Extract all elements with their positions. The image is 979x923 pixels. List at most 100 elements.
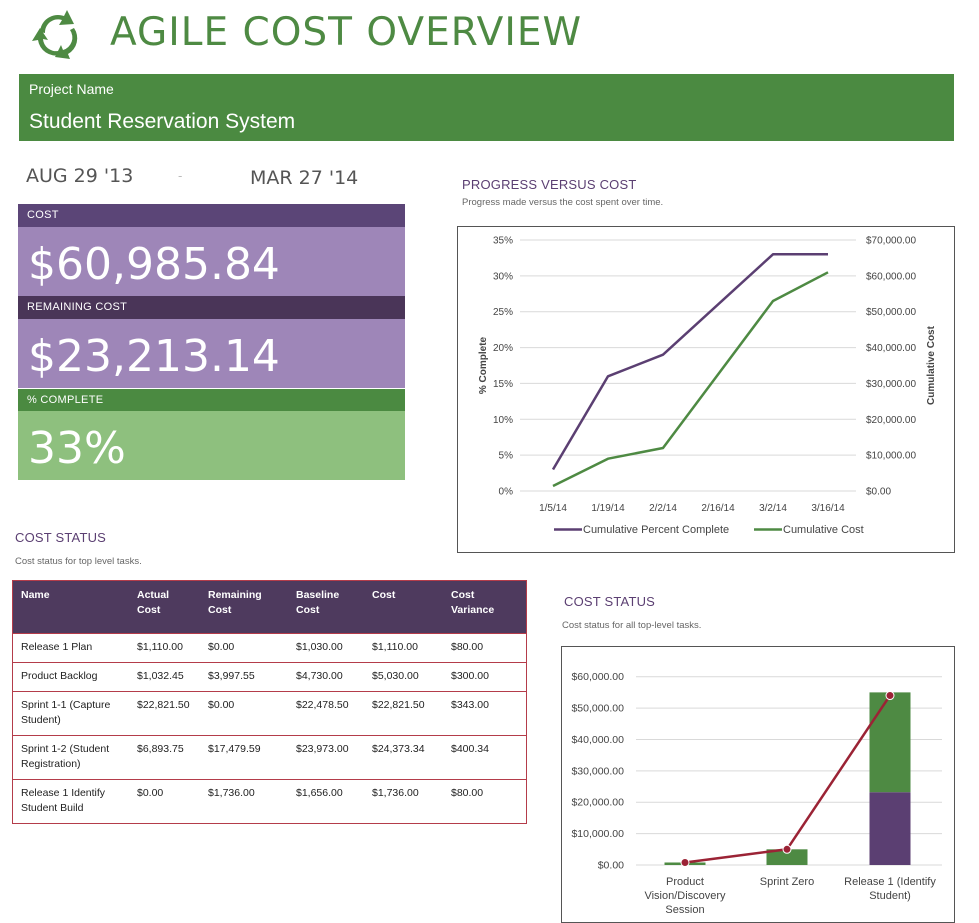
table-cell: $6,893.75 <box>129 735 200 780</box>
x-tick-label: 3/16/14 <box>811 503 845 514</box>
date-separator: - <box>178 168 183 183</box>
y-tick-label: 35% <box>493 236 513 247</box>
project-banner: Project Name Student Reservation System <box>19 74 954 141</box>
table-cell: Sprint 1-1 (Capture Student) <box>12 691 129 736</box>
x-tick-label: 3/2/14 <box>759 503 787 514</box>
cost-status-chart-frame: $0.00 $10,000.00 $20,000.00 $30,000.00 $40,0… <box>561 646 955 923</box>
x-category-label-line: Session <box>665 904 704 915</box>
column-header-name: Name <box>12 580 129 634</box>
recycle-arrows-icon <box>32 10 78 59</box>
y2-tick-label: $20,000.00 <box>866 415 916 426</box>
y-tick-label: 30% <box>493 271 513 282</box>
column-header-cost-variance: Cost Variance <box>443 580 527 634</box>
progress-chart-subtitle: Progress made versus the cost spent over… <box>462 197 664 208</box>
cost-status-table-subtitle: Cost status for top level tasks. <box>15 556 142 567</box>
table-cell: $0.00 <box>200 691 288 736</box>
table-cell: $0.00 <box>200 633 288 663</box>
y-tick-label: $20,000.00 <box>571 797 624 809</box>
end-date: MAR 27 '14 <box>250 167 359 189</box>
y-tick-label: $0.00 <box>598 860 624 872</box>
y-tick-label: $40,000.00 <box>571 734 624 746</box>
y-tick-label: $30,000.00 <box>571 765 624 777</box>
cost-status-table-title: COST STATUS <box>15 530 107 545</box>
x-category-label-line: Vision/Discovery <box>644 890 726 902</box>
progress-chart-title: PROGRESS VERSUS COST <box>462 177 637 192</box>
cost-status-bar-chart: $0.00 $10,000.00 $20,000.00 $30,000.00 $40,0… <box>571 671 942 916</box>
y-tick-label: 20% <box>493 343 513 354</box>
x-category-label-line: Sprint Zero <box>760 876 814 888</box>
column-header-remaining-cost: Remaining Cost <box>200 580 288 634</box>
y2-tick-label: $30,000.00 <box>866 379 916 390</box>
bar <box>766 849 808 865</box>
y-tick-label: $10,000.00 <box>571 828 624 840</box>
y2-tick-label: $60,000.00 <box>866 271 916 282</box>
y-tick-label: $50,000.00 <box>571 703 624 715</box>
remaining-cost-kpi-label: REMAINING COST <box>18 296 405 319</box>
y-axis-label: % Complete <box>478 336 489 394</box>
table-row: Sprint 1-2 (Student Registration) $6,893.… <box>12 735 527 780</box>
table-cell: $1,736.00 <box>200 779 288 824</box>
percent-complete-kpi-value: 33% <box>18 411 405 480</box>
table-cell: $1,736.00 <box>364 779 443 824</box>
y2-tick-label: $10,000.00 <box>866 451 916 462</box>
table-cell: $343.00 <box>443 691 527 736</box>
x-tick-label: 2/2/14 <box>649 503 677 514</box>
x-category-label: Release 1 (Identify Student) <box>844 876 936 902</box>
table-header-row: Name Actual Cost Remaining Cost Baseline… <box>12 580 527 634</box>
y2-tick-label: $40,000.00 <box>866 343 916 354</box>
legend-label: Cumulative Cost <box>783 524 864 536</box>
table-cell: $0.00 <box>129 779 200 824</box>
series-line <box>551 253 828 471</box>
table-row: Product Backlog $1,032.45 $3,997.55 $4,730.… <box>12 662 527 692</box>
x-category-label-line: Release 1 (Identify <box>844 876 936 888</box>
y-tick-label: 5% <box>499 451 514 462</box>
table-cell: $300.00 <box>443 662 527 692</box>
table-cell: $5,030.00 <box>364 662 443 692</box>
start-date: AUG 29 '13 <box>26 165 134 187</box>
table-cell: $22,821.50 <box>364 691 443 736</box>
y2-tick-label: $50,000.00 <box>866 307 916 318</box>
bar <box>869 792 911 865</box>
table-cell: $1,030.00 <box>288 633 364 663</box>
table-row: Sprint 1-1 (Capture Student) $22,821.50 $0… <box>12 691 527 736</box>
table-cell: $17,479.59 <box>200 735 288 780</box>
cost-kpi-value: $60,985.84 <box>18 227 405 296</box>
table-cell: $80.00 <box>443 633 527 663</box>
x-tick-label: 2/16/14 <box>701 503 735 514</box>
table-cell: $3,997.55 <box>200 662 288 692</box>
table-cell: $1,110.00 <box>129 633 200 663</box>
y2-tick-label: $0.00 <box>866 487 891 498</box>
column-header-cost: Cost <box>364 580 443 634</box>
table-cell: $400.34 <box>443 735 527 780</box>
series-line <box>552 271 829 488</box>
line-point <box>885 691 895 701</box>
table-cell: $24,373.34 <box>364 735 443 780</box>
x-tick-label: 1/5/14 <box>539 503 567 514</box>
remaining-cost-kpi-value: $23,213.14 <box>18 319 405 388</box>
y-tick-label: 10% <box>493 415 513 426</box>
bar <box>869 692 911 793</box>
table-cell: $22,821.50 <box>129 691 200 736</box>
line-point <box>782 844 792 854</box>
y2-axis-label: Cumulative Cost <box>926 325 937 405</box>
y-tick-label: 0% <box>499 487 514 498</box>
table-cell: $80.00 <box>443 779 527 824</box>
y-tick-label: 15% <box>493 379 513 390</box>
x-category-label: Product Vision/Discovery Session <box>644 876 726 915</box>
table-cell: $1,110.00 <box>364 633 443 663</box>
page-title: AGILE COST OVERVIEW <box>110 10 583 55</box>
project-name-value: Student Reservation System <box>29 110 296 133</box>
table-cell: $23,973.00 <box>288 735 364 780</box>
table-cell: Sprint 1-2 (Student Registration) <box>12 735 129 780</box>
table-cell: Release 1 Plan <box>12 633 129 663</box>
table-cell: $4,730.00 <box>288 662 364 692</box>
progress-versus-cost-chart: 0% 5% 10% 15% 20% 25% 30% 35% $0.00 $10,000.00 $20… <box>478 236 937 537</box>
progress-chart-frame: 0% 5% 10% 15% 20% 25% 30% 35% $0.00 $10,000.00 $20… <box>457 226 955 553</box>
project-name-label: Project Name <box>29 81 114 97</box>
table-cell: Release 1 Identify Student Build <box>12 779 129 824</box>
y2-tick-label: $70,000.00 <box>866 236 916 247</box>
table-cell: $22,478.50 <box>288 691 364 736</box>
x-tick-label: 1/19/14 <box>591 503 625 514</box>
table-cell: $1,032.45 <box>129 662 200 692</box>
x-category-label: Sprint Zero <box>760 876 814 888</box>
